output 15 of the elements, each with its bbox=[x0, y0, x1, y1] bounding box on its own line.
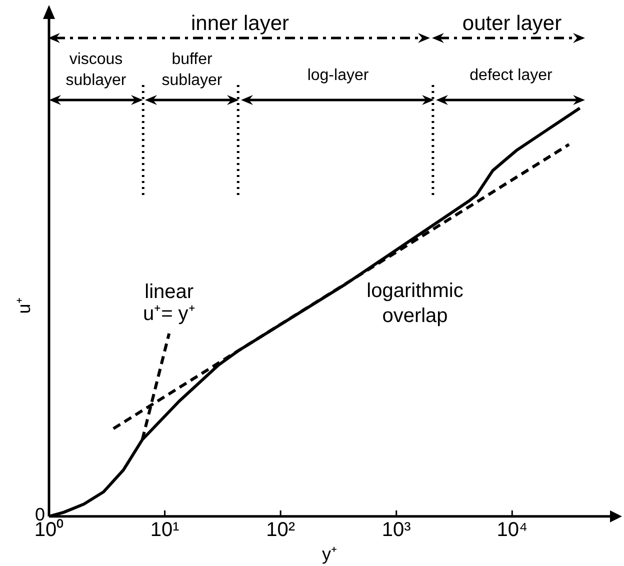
text: buffer sublayer bbox=[162, 51, 223, 89]
y-axis-title: u⁺ bbox=[14, 298, 34, 314]
x-tick-label: 10⁴ bbox=[496, 518, 528, 541]
text: inner layer bbox=[190, 12, 290, 35]
text: log-layer bbox=[307, 67, 370, 84]
x-tick-label: 10³ bbox=[382, 518, 412, 541]
text: outer layer bbox=[462, 12, 562, 35]
x-tick-label: 10¹ bbox=[150, 518, 180, 541]
annotation: linear u⁺= y⁺ bbox=[142, 281, 196, 326]
x-tick-label: 10⁰ bbox=[34, 518, 64, 541]
text: defect layer bbox=[470, 67, 554, 84]
x-axis-title: y⁺ bbox=[322, 544, 337, 564]
x-tick-label: 10² bbox=[266, 518, 296, 541]
annotation: logarithmic overlap bbox=[366, 280, 464, 327]
text: viscous sublayer bbox=[66, 51, 127, 89]
